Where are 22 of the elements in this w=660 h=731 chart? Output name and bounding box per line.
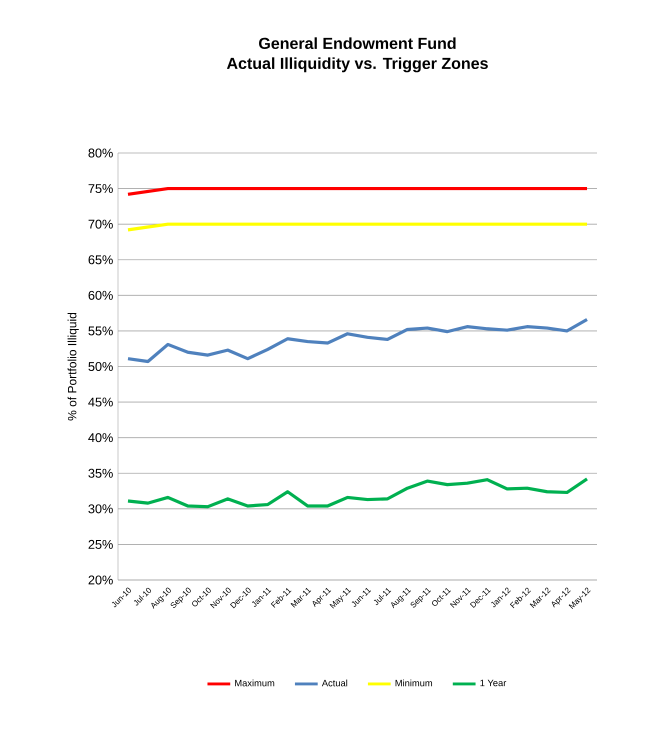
y-tick-label: 20% [88,576,113,584]
y-tick-label: 65% [88,255,113,264]
y-tick-label: 80% [88,148,113,158]
legend-label: Minimum [396,680,432,686]
y-tick-label: 40% [88,433,113,442]
y-tick-label: 45% [88,398,113,407]
y-tick-label: 30% [88,504,113,514]
y-tick-label: 75% [88,184,113,194]
legend-label: Maximum [235,680,274,686]
y-tick-label: 60% [88,290,113,300]
y-tick-label: 55% [88,326,113,336]
chart-subtitle: Actual Illiquidity vs. Trigger Zones [226,57,488,72]
y-tick-label: 25% [88,540,113,549]
line-series [126,318,589,364]
line-series [126,477,589,508]
y-tick-label: 70% [88,220,113,229]
legend-label: Actual [322,680,348,686]
chart-title: General Endowment Fund [259,37,456,50]
y-axis-title: % of Portfolio Illiquid [68,312,79,420]
legend-label: 1 Year [480,680,506,686]
y-tick-label: 50% [88,362,113,371]
y-tick-label: 35% [88,468,113,478]
